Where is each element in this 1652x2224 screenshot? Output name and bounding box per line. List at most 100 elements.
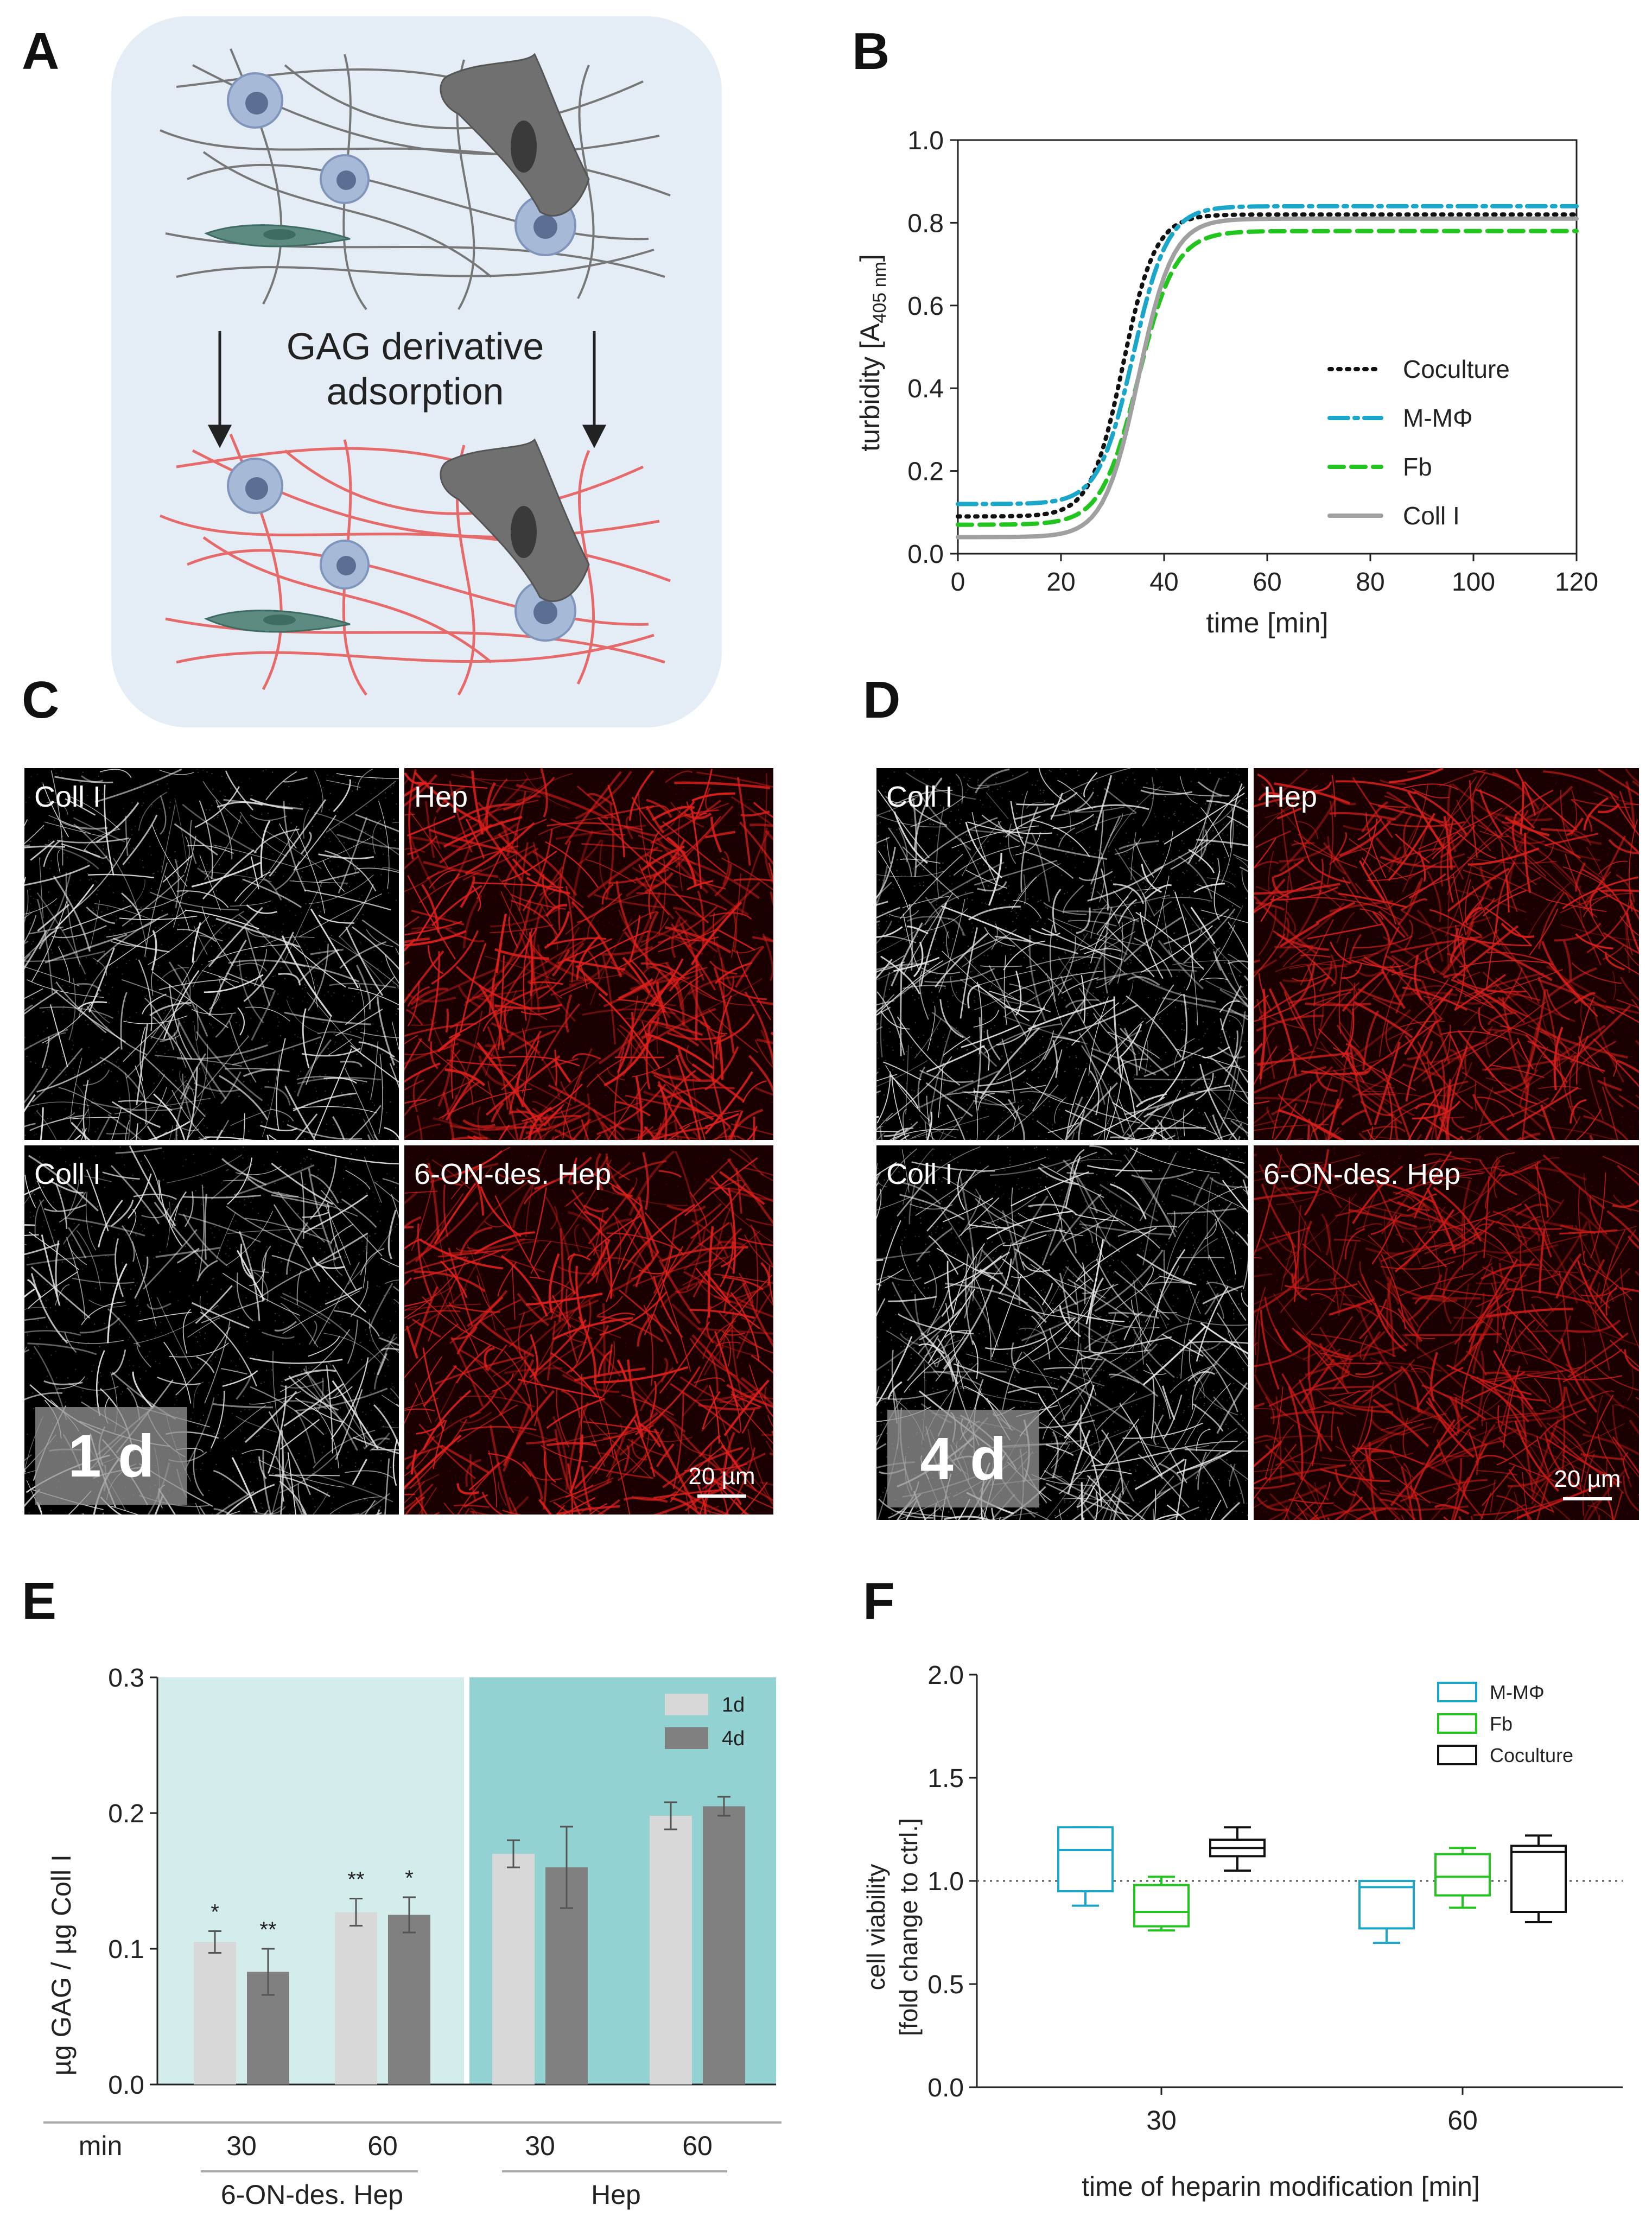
speckle bbox=[739, 825, 740, 826]
fiber bbox=[24, 1330, 81, 1335]
speckle bbox=[60, 1148, 61, 1149]
speckle bbox=[449, 942, 450, 943]
speckle bbox=[440, 1266, 441, 1268]
fiber bbox=[640, 1368, 673, 1411]
speckle bbox=[256, 1355, 257, 1356]
speckle bbox=[129, 862, 130, 863]
speckle bbox=[87, 1378, 88, 1379]
speckle bbox=[639, 822, 640, 823]
speckle bbox=[536, 797, 537, 799]
speckle bbox=[517, 965, 518, 966]
speckle bbox=[644, 1071, 645, 1072]
speckle bbox=[334, 1296, 335, 1297]
fiber bbox=[24, 865, 90, 889]
speckle bbox=[285, 1169, 286, 1170]
speckle bbox=[358, 1468, 359, 1469]
speckle bbox=[175, 822, 176, 823]
speckle bbox=[590, 858, 592, 859]
speckle bbox=[719, 780, 720, 781]
speckle bbox=[33, 1215, 34, 1216]
speckle bbox=[463, 1306, 464, 1307]
speckle bbox=[297, 1459, 298, 1460]
speckle bbox=[325, 1091, 326, 1092]
speckle bbox=[540, 1000, 541, 1002]
speckle bbox=[455, 1475, 456, 1476]
speckle bbox=[753, 1510, 754, 1511]
speckle bbox=[516, 775, 517, 776]
speckle bbox=[252, 1355, 253, 1356]
speckle bbox=[217, 1130, 218, 1131]
fiber bbox=[696, 955, 697, 1041]
speckle bbox=[720, 1388, 721, 1389]
speckle bbox=[618, 1210, 619, 1211]
speckle bbox=[295, 915, 296, 916]
y-tick-label: 0.4 bbox=[907, 375, 944, 403]
speckle bbox=[473, 1113, 474, 1114]
speckle bbox=[32, 1485, 33, 1486]
fiber bbox=[24, 1349, 29, 1379]
speckle bbox=[381, 847, 382, 848]
speckle bbox=[622, 1489, 624, 1490]
speckle bbox=[429, 1496, 430, 1497]
fiber bbox=[713, 913, 715, 946]
speckle bbox=[392, 1386, 393, 1387]
speckle bbox=[323, 1446, 325, 1447]
speckle bbox=[148, 1170, 149, 1171]
fiber bbox=[329, 828, 356, 873]
speckle bbox=[723, 856, 725, 857]
speckle bbox=[48, 891, 49, 892]
speckle bbox=[455, 1075, 456, 1076]
fiber bbox=[152, 930, 156, 971]
speckle bbox=[67, 1378, 68, 1379]
speckle bbox=[97, 907, 98, 908]
fiber bbox=[58, 850, 60, 873]
speckle bbox=[163, 1179, 164, 1180]
speckle bbox=[119, 1098, 120, 1099]
speckle bbox=[346, 1133, 347, 1134]
speckle bbox=[509, 1397, 510, 1398]
speckle bbox=[519, 949, 520, 951]
speckle bbox=[369, 1235, 370, 1237]
speckle bbox=[282, 1344, 283, 1345]
speckle bbox=[136, 1235, 137, 1236]
speckle bbox=[382, 1333, 383, 1334]
speckle bbox=[640, 1391, 641, 1392]
speckle bbox=[719, 1132, 720, 1133]
speckle bbox=[250, 1080, 251, 1081]
speckle bbox=[499, 894, 500, 895]
speckle bbox=[709, 1098, 710, 1099]
speckle bbox=[333, 1191, 334, 1192]
speckle bbox=[195, 1190, 196, 1191]
speckle bbox=[428, 1256, 429, 1257]
speckle bbox=[507, 1320, 509, 1321]
speckle bbox=[195, 1259, 196, 1260]
speckle bbox=[317, 985, 318, 986]
speckle bbox=[253, 1250, 255, 1251]
speckle bbox=[547, 1453, 548, 1454]
speckle bbox=[142, 1231, 143, 1232]
speckle bbox=[490, 1317, 491, 1318]
speckle bbox=[76, 938, 77, 939]
speckle bbox=[52, 1093, 53, 1094]
speckle bbox=[690, 1357, 691, 1358]
fiber bbox=[351, 1046, 399, 1097]
speckle bbox=[56, 772, 57, 774]
speckle bbox=[688, 1180, 689, 1181]
speckle bbox=[613, 1203, 614, 1204]
speckle bbox=[178, 1213, 179, 1214]
speckle bbox=[321, 1339, 322, 1340]
fiber bbox=[283, 1291, 360, 1334]
speckle bbox=[177, 1110, 178, 1111]
speckle bbox=[212, 926, 213, 927]
speckle bbox=[763, 1177, 764, 1178]
speckle bbox=[547, 1375, 548, 1376]
fiber bbox=[212, 1164, 252, 1199]
fiber bbox=[757, 1001, 773, 1006]
speckle bbox=[376, 1349, 377, 1350]
fiber bbox=[709, 1226, 713, 1317]
speckle bbox=[131, 923, 132, 924]
speckle bbox=[92, 890, 93, 891]
speckle bbox=[202, 1463, 203, 1464]
speckle bbox=[391, 1442, 392, 1443]
speckle bbox=[376, 1501, 377, 1502]
